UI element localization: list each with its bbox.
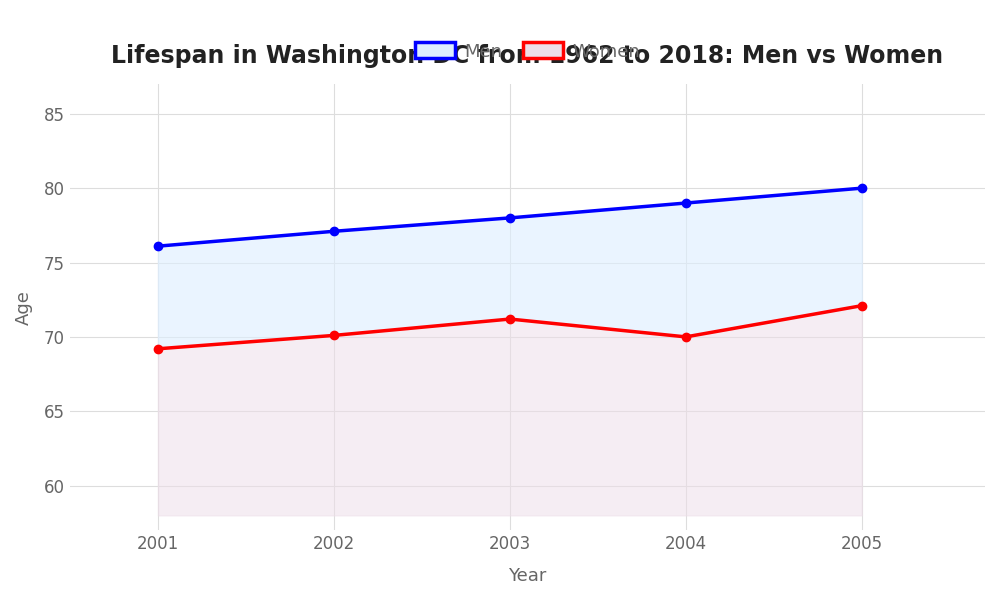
- Title: Lifespan in Washington DC from 1962 to 2018: Men vs Women: Lifespan in Washington DC from 1962 to 2…: [111, 44, 944, 68]
- X-axis label: Year: Year: [508, 567, 547, 585]
- Legend: Men, Women: Men, Women: [408, 35, 647, 68]
- Y-axis label: Age: Age: [15, 290, 33, 325]
